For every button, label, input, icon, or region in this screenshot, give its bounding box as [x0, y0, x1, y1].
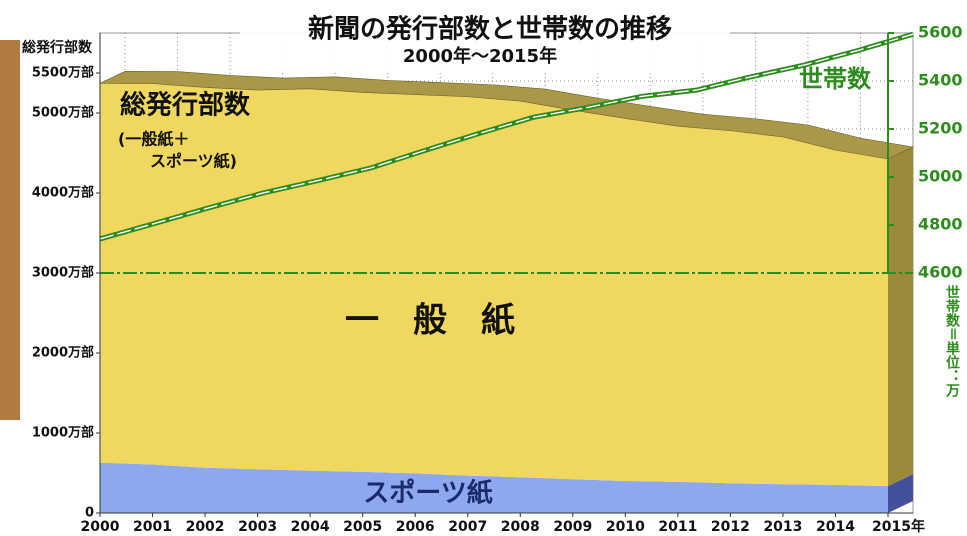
y-tick-label: 3000万部 [32, 265, 94, 281]
y-axis-title: 総発行部数 [22, 39, 93, 56]
y2-tick-label: 5400 [918, 71, 963, 90]
x-tick-label: 2009 [553, 519, 592, 535]
x-tick-label: 2012 [711, 519, 750, 535]
y2-axis-title: 世帯数＝単位：万 [944, 284, 961, 398]
x-tick-label: 2014 [816, 519, 855, 535]
areas [100, 71, 913, 513]
y2-tick-label: 5600 [918, 23, 963, 42]
photo-edge [0, 40, 20, 420]
x-tick-label: 2005 [343, 519, 382, 535]
chart-subtitle: 2000年〜2015年 [403, 45, 557, 67]
y2-tick-label: 5200 [918, 119, 963, 138]
x-tick-label: 2015年 [872, 518, 925, 535]
x-tick-label: 2008 [501, 519, 540, 535]
chart: 世帯数スポーツ紙一 般 紙01000万部2000万部3000万部4000万部50… [0, 0, 967, 536]
x-tick-label: 2010 [606, 519, 645, 535]
x-tick-label: 2007 [448, 519, 487, 535]
series-label: スポーツ紙 [363, 478, 492, 509]
annotation: スポーツ紙) [150, 152, 237, 171]
x-tick-label: 2011 [658, 519, 697, 535]
y2-tick-label: 4800 [918, 215, 963, 234]
y-tick-label: 2000万部 [32, 345, 94, 361]
x-tick-label: 2001 [133, 519, 172, 535]
y-tick-label: 5500万部 [32, 65, 94, 81]
side-face [888, 147, 913, 486]
y-tick-label: 1000万部 [32, 425, 94, 441]
y2-tick-label: 4600 [918, 263, 963, 282]
x-tick-label: 2006 [396, 519, 435, 535]
area [100, 83, 888, 486]
x-tick-label: 2000 [81, 519, 120, 535]
y2-tick-label: 5000 [918, 167, 963, 186]
annotation: (一般紙＋ [118, 130, 189, 149]
series-label: 世帯数 [799, 65, 872, 93]
series-label: 一 般 紙 [345, 301, 515, 341]
x-tick-label: 2004 [291, 519, 330, 535]
x-tick-label: 2002 [186, 519, 225, 535]
x-tick-label: 2013 [763, 519, 802, 535]
chart-title: 新聞の発行部数と世帯数の推移 [308, 14, 672, 45]
y-tick-label: 4000万部 [32, 185, 94, 201]
annotation: 総発行部数 [120, 90, 251, 121]
y-tick-label: 5000万部 [32, 105, 94, 121]
x-tick-label: 2003 [238, 519, 277, 535]
